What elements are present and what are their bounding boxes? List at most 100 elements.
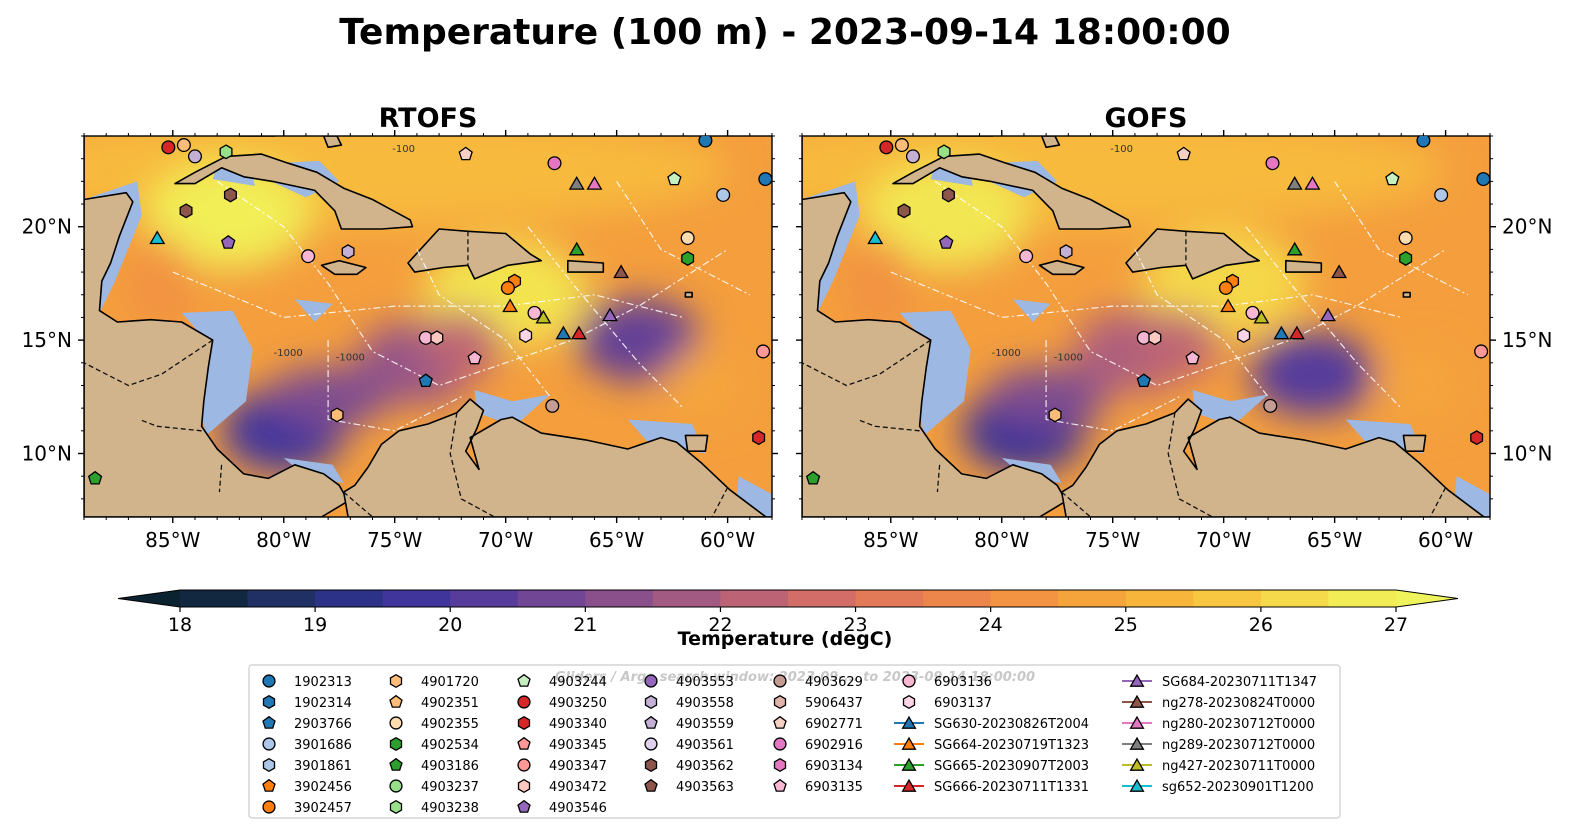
legend-entry: 4903562: [644, 757, 734, 774]
platform-marker: [680, 231, 695, 246]
platform-marker: [1399, 250, 1413, 266]
colorbar-tick-label: 21: [573, 614, 597, 636]
legend-label: 4903553: [676, 675, 734, 690]
field-feature: [1250, 332, 1375, 417]
land-cuba: [174, 153, 414, 230]
platform-marker: [301, 249, 316, 264]
shelf-water: [1012, 299, 1051, 322]
colorbar-bin: [1260, 590, 1329, 607]
legend-entry: SG666-20230711T1331: [894, 778, 1089, 795]
platform-marker: [867, 230, 884, 245]
legend-label: sg652-20230901T1200: [1162, 780, 1314, 795]
legend-entry: 4903561: [644, 737, 734, 753]
legend-label: 3902457: [294, 801, 352, 816]
border-line: [218, 464, 223, 493]
land-puertorico: [566, 259, 605, 273]
legend-label: 4903347: [549, 759, 607, 774]
legend-entry: 4901720: [389, 673, 479, 690]
platform-marker: [758, 172, 772, 187]
legend-entry: 4902351: [389, 694, 479, 711]
legend-marker: [262, 778, 276, 792]
platform-marker: [1320, 307, 1336, 322]
colorbar-tick-label: 27: [1384, 614, 1408, 636]
platform-marker: [568, 175, 585, 190]
field-feature: [145, 162, 311, 269]
legend-marker: [644, 757, 658, 773]
legend-label: SG664-20230719T1323: [934, 738, 1089, 753]
legend-entry: 5906437: [773, 694, 863, 711]
legend-label: 4903186: [421, 759, 479, 774]
platform-marker: [418, 373, 433, 388]
platform-marker: [223, 187, 237, 203]
platform-marker: [418, 330, 433, 345]
legend-marker: [1129, 736, 1145, 750]
field-feature: [1138, 310, 1221, 379]
legend-label: 4903250: [549, 696, 607, 711]
legend-label: 4903546: [549, 801, 607, 816]
x-tick-label: 75°W: [367, 528, 422, 552]
platform-marker: [1288, 325, 1305, 340]
legend-marker: [262, 715, 276, 729]
border-line: [857, 418, 920, 432]
y-tick-label: 20°N: [22, 215, 72, 239]
legend-marker: [517, 778, 531, 794]
legend-entry: 4903340: [517, 715, 607, 732]
legend-marker: [644, 694, 658, 710]
map-frame: [801, 135, 1491, 518]
colorbar-tick-label: 25: [1114, 614, 1138, 636]
legend-entry: 4903250: [517, 695, 607, 711]
platform-marker: [161, 140, 176, 155]
field-feature: [420, 310, 503, 379]
land-puertorico: [1285, 259, 1323, 273]
legend-label: 6903137: [934, 696, 992, 711]
legend-label: SG684-20230711T1347: [1162, 675, 1317, 690]
y-tick-label: 15°N: [22, 328, 72, 352]
legend-marker: [517, 799, 531, 813]
x-tick-label: 70°W: [478, 528, 533, 552]
panel-gofs: -1000 -1000 -100 GOFS 85°W 80°W 75°W 70°W 65°W 60…: [796, 103, 1552, 552]
legend-entry: 4903186: [389, 757, 479, 774]
platform-marker: [535, 309, 552, 324]
track-line: [172, 271, 684, 319]
y-tick-label: 10°N: [1502, 442, 1552, 466]
colorbar-tick-label: 22: [708, 614, 732, 636]
legend-label: ng280-20230712T0000: [1162, 717, 1315, 732]
colorbar-tick-label: 18: [168, 614, 192, 636]
colorbar-bin: [923, 590, 992, 607]
map-body: -1000 -1000 -100: [802, 136, 1490, 517]
legend-label: 2903766: [294, 717, 352, 732]
land-southamerica: [342, 398, 772, 517]
legend-label: 1902313: [294, 675, 352, 690]
colorbar-tick-label: 26: [1249, 614, 1273, 636]
platform-markers: [87, 136, 772, 485]
platform-marker: [1136, 330, 1151, 345]
legend-entry: ng278-20230824T0000: [1122, 694, 1315, 711]
legend-entry: SG684-20230711T1347: [1122, 673, 1317, 690]
legend-entry: 4903238: [389, 799, 479, 816]
border-line: [139, 418, 202, 432]
platform-marker: [1185, 350, 1200, 365]
platform-marker: [698, 136, 713, 148]
platform-marker: [1136, 373, 1151, 388]
platform-marker: [500, 280, 515, 295]
legend-entry: 2903766: [262, 715, 352, 732]
legend-marker: [389, 779, 403, 793]
legend-marker: [901, 757, 917, 771]
track-line: [1245, 226, 1402, 409]
legend-marker: [262, 757, 276, 773]
legend-marker: [644, 737, 658, 751]
legend-label: 4903238: [421, 801, 479, 816]
legend-marker: [517, 695, 531, 709]
legend-entry: sg652-20230901T1200: [1122, 778, 1314, 795]
legend-label: 4903562: [676, 759, 734, 774]
legend-label: 6903135: [805, 780, 863, 795]
platform-marker: [1398, 231, 1413, 246]
land-lesserantilles: [1402, 291, 1411, 298]
legend-label: 3902456: [294, 780, 352, 795]
platform-marker: [1059, 244, 1073, 260]
legend-label: 4902351: [421, 696, 479, 711]
colorbar-bin: [315, 590, 384, 607]
legend-entry: 6903134: [773, 757, 863, 774]
platform-marker: [1286, 175, 1303, 190]
platform-marker: [613, 264, 630, 279]
